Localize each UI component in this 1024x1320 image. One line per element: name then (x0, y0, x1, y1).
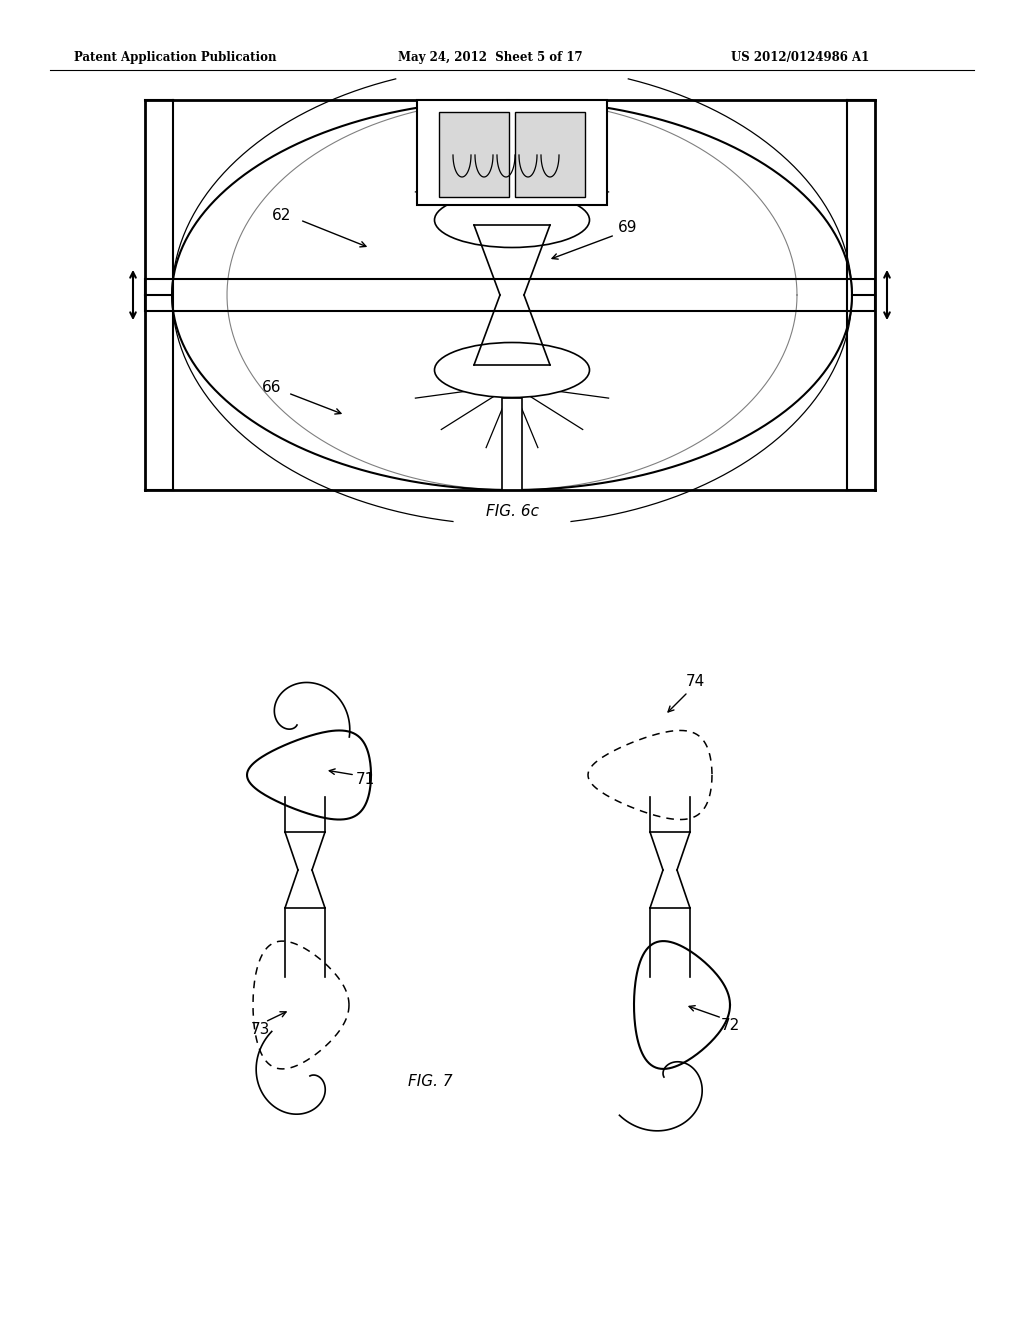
Text: 74: 74 (685, 675, 705, 689)
Text: 69: 69 (618, 220, 638, 235)
Text: 66: 66 (262, 380, 282, 396)
Bar (145, 279, 874, 312)
Text: Patent Application Publication: Patent Application Publication (74, 50, 276, 63)
Text: 71: 71 (355, 772, 375, 788)
Bar (439, 112, 509, 197)
Ellipse shape (434, 342, 590, 397)
Text: US 2012/0124986 A1: US 2012/0124986 A1 (731, 50, 869, 63)
Ellipse shape (434, 193, 590, 248)
Bar (502, 193, 522, 201)
Text: May 24, 2012  Sheet 5 of 17: May 24, 2012 Sheet 5 of 17 (397, 50, 583, 63)
Text: FIG. 7: FIG. 7 (408, 1074, 453, 1089)
Bar (502, 397, 522, 490)
Text: 72: 72 (720, 1018, 739, 1032)
Text: 62: 62 (272, 207, 292, 223)
Text: 73: 73 (250, 1023, 269, 1038)
Text: FIG. 6c: FIG. 6c (485, 504, 539, 520)
Bar (417, 100, 607, 205)
Bar (515, 112, 585, 197)
